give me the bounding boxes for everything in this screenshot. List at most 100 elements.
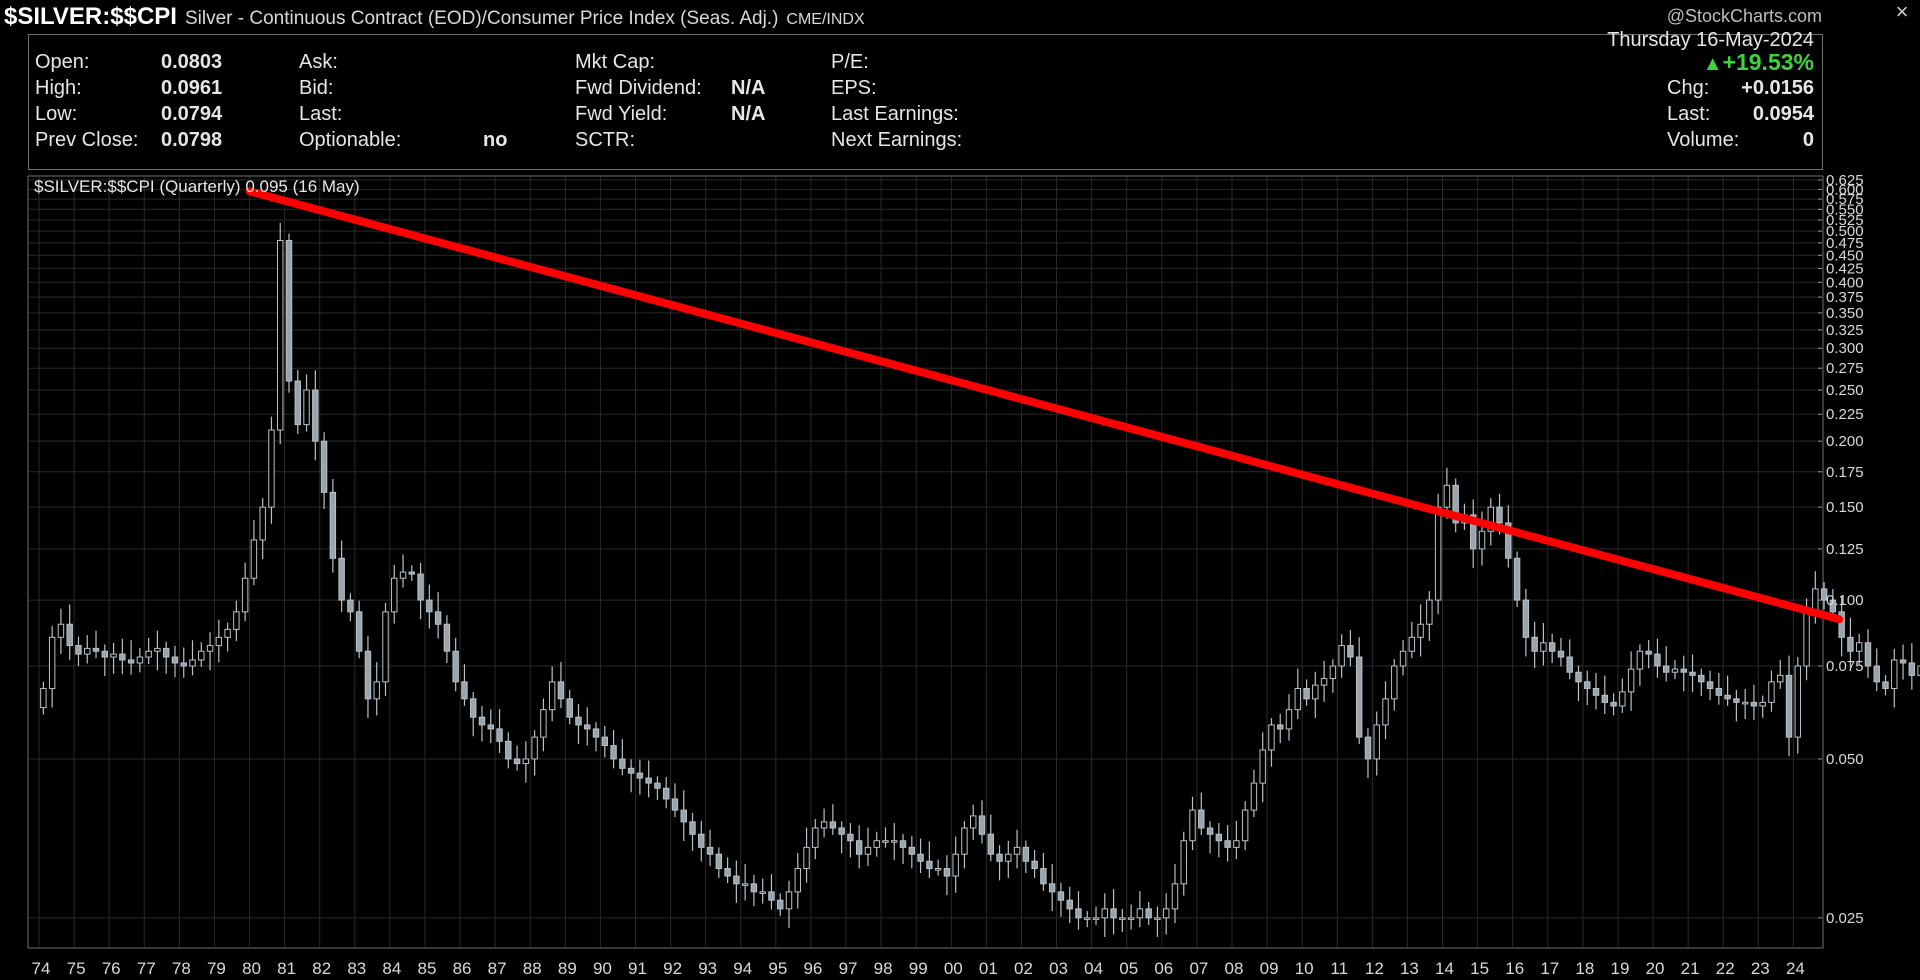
x-tick-label: 13 [1400, 959, 1419, 978]
candle-body [531, 736, 538, 760]
y-tick-label: 0.150 [1826, 499, 1864, 516]
chart-title-bar: $SILVER:$$CPI Silver - Continuous Contrac… [0, 0, 865, 34]
open-label: Open: [35, 51, 90, 73]
high-label: High: [35, 77, 82, 99]
candle-body [1522, 599, 1530, 638]
bid-label: Bid: [299, 77, 334, 99]
candle-body [364, 650, 372, 700]
price-chart[interactable]: 0.025 0.050 0.075 0.100 0.125 0.150 0.175 0.200… [0, 170, 1920, 980]
candle-body [1513, 557, 1521, 601]
candle-body [75, 645, 82, 655]
candle-body [1312, 684, 1319, 700]
fwd-dividend-value: N/A [731, 77, 766, 99]
candle-body [1075, 908, 1082, 919]
candle-body [1206, 827, 1214, 835]
candle-body [1619, 691, 1626, 707]
candle-body [513, 758, 521, 765]
candle-body [206, 645, 214, 652]
high-value: 0.0961 [161, 77, 223, 99]
candle-body [224, 628, 231, 638]
candle-body [1855, 642, 1863, 652]
candle-body [1040, 868, 1047, 885]
sctr-label: SCTR: [575, 129, 635, 151]
candle-body [1373, 724, 1380, 760]
x-tick-label: 23 [1751, 959, 1770, 978]
candle-body [1338, 645, 1345, 667]
candle-body [882, 840, 889, 843]
candle-body [1741, 701, 1749, 705]
candle-body [943, 868, 951, 877]
close-icon[interactable]: × [1895, 0, 1909, 24]
candle-body [1847, 636, 1854, 652]
candle-body [1496, 506, 1503, 524]
x-tick-label: 20 [1646, 959, 1665, 978]
y-tick-label: 0.350 [1826, 305, 1864, 322]
candle-body [1873, 665, 1880, 683]
last-earnings-label: Last Earnings: [831, 103, 959, 125]
candle-body [347, 599, 354, 613]
candle-body [57, 623, 65, 638]
chg-label: Chg: [1667, 77, 1710, 99]
y-tick-label: 0.100 [1826, 592, 1864, 609]
x-tick-label: 09 [1260, 959, 1279, 978]
y-tick-label: 0.075 [1826, 658, 1864, 675]
x-tick-label: 10 [1295, 959, 1314, 978]
candle-body [1470, 514, 1477, 550]
candle-body [1329, 665, 1337, 680]
candle-body [1294, 687, 1302, 711]
y-tick-label: 0.275 [1826, 360, 1864, 377]
candle-body [1417, 623, 1424, 638]
x-tick-label: 85 [418, 959, 437, 978]
candle-body [1531, 636, 1538, 652]
candle-body [741, 883, 749, 886]
candle-body [1768, 681, 1775, 703]
x-tick-label: 90 [593, 959, 612, 978]
y-tick-label: 0.525 [1826, 212, 1864, 229]
candle-body [1724, 694, 1731, 700]
x-tick-label: 18 [1575, 959, 1594, 978]
candle-body [1057, 891, 1065, 901]
candle-body [1171, 883, 1179, 910]
x-tick-label: 91 [628, 959, 647, 978]
candle-body [899, 840, 907, 848]
symbol-title[interactable]: $SILVER:$$CPI [4, 3, 177, 30]
candle-body [1101, 908, 1109, 919]
ask-label: Ask: [299, 51, 338, 73]
x-tick-label: 75 [67, 959, 86, 978]
stockcharts-credit[interactable]: @StockCharts.com [1666, 6, 1822, 26]
candle-body [92, 647, 100, 652]
candle-body [1031, 860, 1038, 870]
candle-body [48, 636, 56, 689]
candle-body [1154, 917, 1161, 920]
candle-body [1241, 809, 1249, 842]
candle-body [584, 724, 591, 730]
candle-body [759, 891, 766, 894]
candle-body [1689, 671, 1696, 676]
candle-body [1320, 678, 1328, 686]
candle-body [1662, 665, 1670, 673]
up-arrow-icon: ▲ [1702, 53, 1723, 75]
x-tick-label: 08 [1225, 959, 1244, 978]
candle-body [417, 573, 424, 601]
candle-body [180, 662, 187, 667]
mkt-cap-label: Mkt Cap: [575, 51, 656, 73]
candle-body [592, 728, 600, 738]
candle-body [601, 736, 609, 747]
candle-body [1601, 694, 1609, 703]
candle-body [645, 777, 652, 784]
candle-body [1645, 650, 1652, 655]
prev-close-label: Prev Close: [35, 129, 139, 151]
candle-body [1162, 908, 1170, 919]
candle-body [1285, 709, 1293, 730]
candle-body [1627, 668, 1635, 693]
candle-body [1785, 674, 1793, 738]
next-earnings-label: Next Earnings: [831, 129, 963, 151]
candle-body [1268, 724, 1275, 751]
candle-body [1399, 650, 1407, 667]
candle-body [1391, 665, 1398, 700]
candle-body [1654, 653, 1661, 667]
x-tick-label: 89 [558, 959, 577, 978]
candle-body [540, 709, 547, 738]
candle-body [241, 577, 249, 613]
trendline[interactable] [245, 187, 1844, 624]
